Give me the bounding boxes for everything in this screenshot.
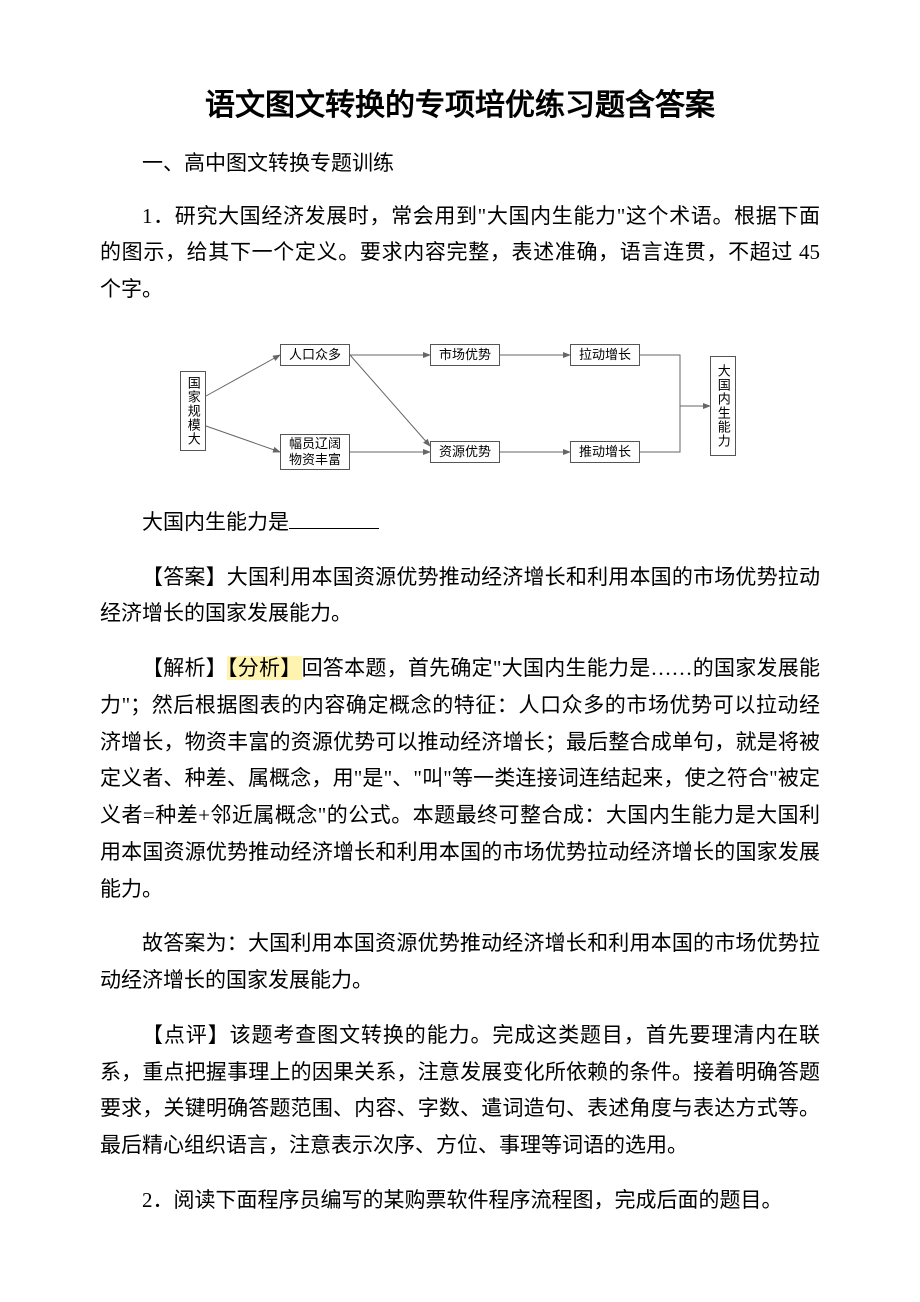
document-page: 语文图文转换的专项培优练习题含答案 一、高中图文转换专题训练 1．研究大国经济发… — [0, 0, 920, 1297]
analysis-sublabel: 【分析】 — [227, 656, 302, 680]
q2-prompt: 2．阅读下面程序员编写的某购票软件程序流程图，完成后面的题目。 — [100, 1182, 820, 1219]
q1-comment-block: 【点评】该题考查图文转换的能力。完成这类题目，首先要理清内在联系，重点把握事理上… — [100, 1017, 820, 1164]
q1-answer2-block: 故答案为：大国利用本国资源优势推动经济增长和利用本国的市场优势拉动经济增长的国家… — [100, 925, 820, 999]
node-country-scale: 国家规模大 — [180, 371, 206, 451]
q1-analysis-block: 【解析】【分析】回答本题，首先确定"大国内生能力是……的国家发展能力"；然后根据… — [100, 650, 820, 907]
comment-label: 【点评】 — [142, 1023, 230, 1047]
q1-analysis-text: 回答本题，首先确定"大国内生能力是……的国家发展能力"；然后根据图表的内容确定概… — [100, 656, 820, 901]
node-pull-growth: 拉动增长 — [570, 344, 640, 366]
flowchart-diagram: 国家规模大 人口众多 市场优势 拉动增长 幅员辽阔 物资丰富 资源优势 推动增长… — [180, 326, 740, 486]
node-land-resources: 幅员辽阔 物资丰富 — [280, 434, 350, 470]
node-population: 人口众多 — [280, 344, 350, 366]
node-inner-capability: 大国内生能力 — [710, 356, 736, 456]
q1-answer-block: 【答案】大国利用本国资源优势推动经济增长和利用本国的市场优势拉动经济增长的国家发… — [100, 559, 820, 633]
analysis-label: 【解析】 — [142, 656, 227, 680]
node-push-growth: 推动增长 — [570, 441, 640, 463]
q1-stem: 大国内生能力是 — [100, 504, 820, 541]
answer-blank — [289, 528, 379, 529]
page-title: 语文图文转换的专项培优练习题含答案 — [100, 80, 820, 124]
diagram-container: 国家规模大 人口众多 市场优势 拉动增长 幅员辽阔 物资丰富 资源优势 推动增长… — [100, 326, 820, 486]
q1-stem-prefix: 大国内生能力是 — [142, 510, 289, 534]
node-resource-advantage: 资源优势 — [430, 441, 500, 463]
q1-answer2-prefix: 故答案为： — [142, 931, 248, 955]
answer-label: 【答案】 — [142, 565, 227, 589]
q1-prompt: 1．研究大国经济发展时，常会用到"大国内生能力"这个术语。根据下面的图示，给其下… — [100, 198, 820, 308]
section-heading: 一、高中图文转换专题训练 — [100, 148, 820, 180]
node-market-advantage: 市场优势 — [430, 344, 500, 366]
